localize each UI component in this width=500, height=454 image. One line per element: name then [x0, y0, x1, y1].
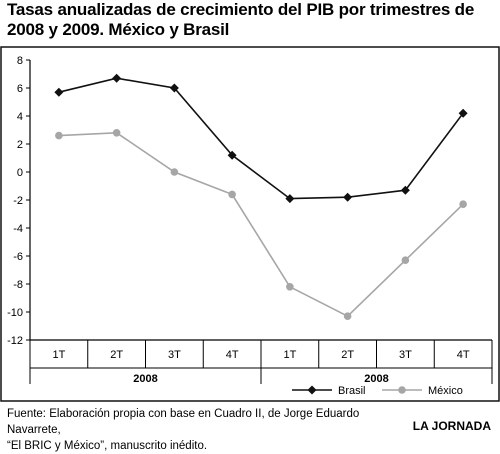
point-mexico — [228, 190, 236, 199]
credit-label: LA JORNADA — [412, 419, 491, 433]
series-line-brasil — [58, 77, 464, 200]
point-mexico — [459, 200, 467, 208]
point-brasil — [169, 83, 179, 93]
year-label: 2008 — [364, 373, 388, 385]
x-tick-label: 4T — [457, 349, 470, 361]
x-tick-label: 3T — [399, 349, 412, 361]
point-brasil — [112, 73, 122, 83]
point-brasil — [227, 150, 237, 160]
point-mexico — [55, 131, 63, 140]
point-brasil — [54, 87, 64, 97]
y-tick-label: 2 — [17, 139, 23, 151]
chart-frame: 8 6 4 2 0 -2 -4 -6 -8 -10 -12 1T 2T 3T 4T 1T 2T 3T 4T 2008 2… — [0, 46, 500, 402]
y-tick-label: -8 — [13, 279, 23, 291]
y-tick-label: -2 — [13, 195, 23, 207]
y-tick-label: -12 — [7, 335, 23, 347]
source-line-2: “El BRIC y México”, manuscrito inédito. — [7, 440, 208, 452]
chart-border — [0, 46, 500, 402]
point-brasil — [285, 194, 295, 204]
point-mexico — [170, 168, 179, 176]
x-tick-label: 3T — [168, 349, 181, 361]
x-tick-label: 4T — [226, 349, 239, 361]
legend: Brasil México — [292, 385, 463, 397]
y-tick-label: 0 — [17, 167, 23, 179]
y-tick-label: 4 — [17, 111, 23, 123]
point-brasil — [458, 108, 468, 118]
point-brasil — [400, 185, 410, 195]
y-tick-label: -6 — [13, 251, 23, 263]
point-mexico — [286, 283, 294, 291]
point-mexico — [401, 256, 410, 264]
legend-label-brasil: Brasil — [338, 385, 366, 397]
y-tick-label: 6 — [17, 83, 23, 95]
source-line-1: Fuente: Elaboración propia con base en C… — [7, 408, 360, 436]
point-mexico — [112, 129, 121, 137]
legend-label-mexico: México — [428, 385, 463, 397]
source-note: Fuente: Elaboración propia con base en C… — [7, 406, 407, 454]
legend-marker-brasil — [307, 385, 317, 395]
point-brasil — [343, 192, 353, 202]
series-line-mexico — [58, 131, 464, 318]
legend-marker-mexico — [398, 386, 406, 394]
y-tick-label: 8 — [17, 55, 23, 67]
x-tick-label: 2T — [110, 349, 123, 361]
point-mexico — [343, 312, 352, 321]
y-tick-label: -4 — [13, 223, 23, 235]
year-label: 2008 — [133, 373, 157, 385]
series-layer — [54, 73, 468, 321]
y-tick-label: -10 — [7, 307, 23, 319]
x-tick-label: 1T — [283, 349, 296, 361]
x-tick-label: 1T — [52, 349, 65, 361]
x-tick-label: 2T — [341, 349, 354, 361]
chart-title: Tasas anualizadas de crecimiento del PIB… — [7, 0, 475, 39]
axes-group: 8 6 4 2 0 -2 -4 -6 -8 -10 -12 1T 2T 3T 4T 1T 2T 3T 4T 2008 2… — [7, 55, 493, 385]
